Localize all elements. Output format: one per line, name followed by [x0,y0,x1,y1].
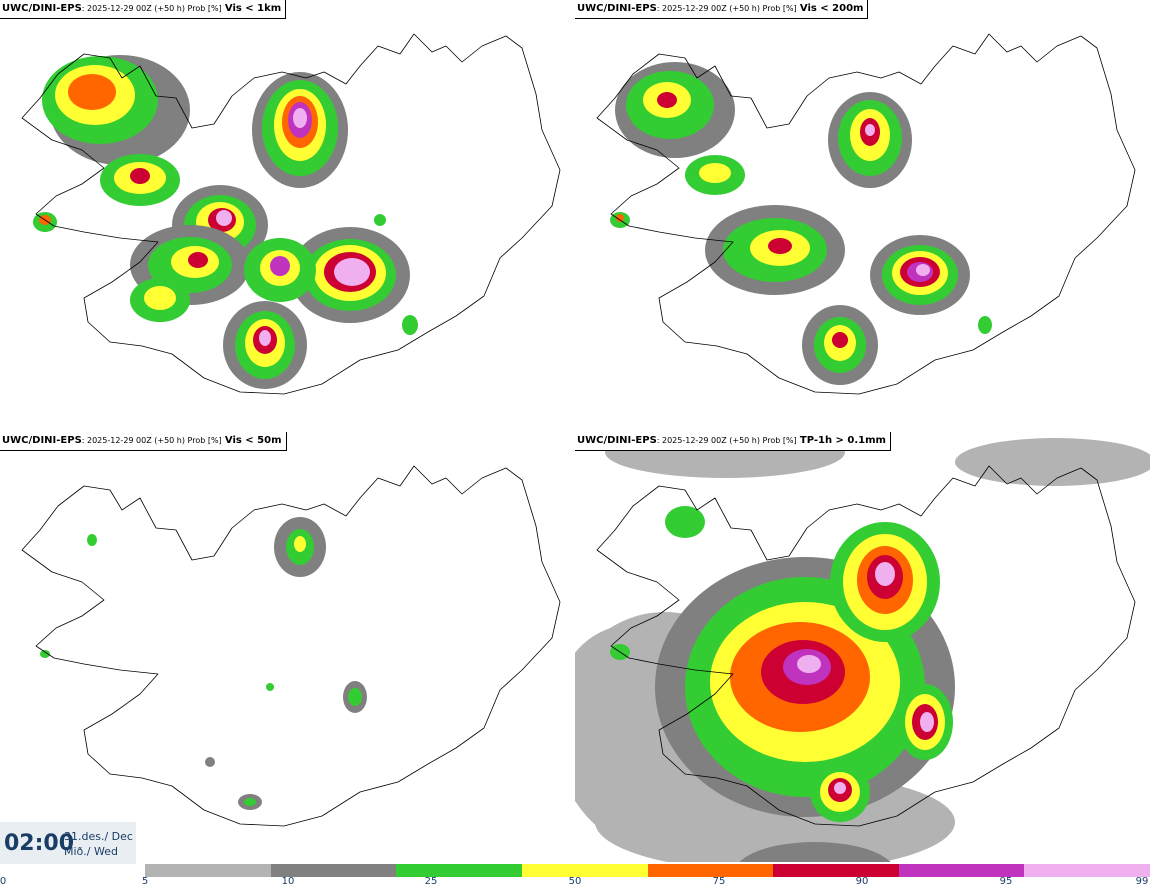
colorbar-segment-50-75 [521,864,648,877]
map-panel-precip: UWC/DINI-EPS: 2025-12-29 00Z (+50 h) Pro… [575,432,1150,862]
colorbar-segment-75-90 [647,864,774,877]
colorbar-segment-10-25 [270,864,397,877]
map-vis-1km [21,33,561,395]
probability-colorbar [145,864,1150,877]
colorbar-label: 90 [855,876,869,887]
probability-area [130,168,150,184]
variable-label: Vis < 1km [224,3,282,14]
probability-area [87,534,97,546]
probability-shading [575,432,1150,862]
panel-title: UWC/DINI-EPS: 2025-12-29 00Z (+50 h) Pro… [0,432,287,451]
probability-area [244,798,256,806]
variable-label: Vis < 200m [799,3,864,14]
probability-area [616,214,624,222]
valid-weekday: Mið./ Wed [64,845,118,858]
map-vis-200m [596,33,1136,395]
model-name: UWC/DINI-EPS [2,3,82,14]
probability-area [294,536,306,552]
probability-area [657,92,677,108]
probability-shading [33,55,418,389]
probability-area [920,712,934,732]
probability-area [739,842,891,862]
panel-title: UWC/DINI-EPS: 2025-12-29 00Z (+50 h) Pro… [575,0,869,19]
probability-area [188,252,208,268]
iceland-coastline [596,33,1136,395]
probability-area [374,214,386,226]
probability-area [270,256,290,276]
probability-shading [40,517,367,810]
colorbar-label: 5 [141,876,149,887]
map-vis-50m [21,465,561,827]
iceland-coastline [596,465,1136,827]
map-panel-vis-50m: UWC/DINI-EPS: 2025-12-29 00Z (+50 h) Pro… [0,432,575,862]
probability-area [402,315,418,335]
colorbar-label: 10 [281,876,295,887]
model-name: UWC/DINI-EPS [577,3,657,14]
probability-area [293,108,307,128]
probability-area [768,238,792,254]
probability-area [259,330,271,346]
valid-date: 31.des./ Dec [64,830,133,843]
probability-area [40,650,50,658]
probability-area [68,74,116,110]
colorbar-segment-99-100 [1024,864,1150,877]
probability-area [144,286,176,310]
probability-area [834,782,846,794]
probability-area [334,258,370,286]
valid-time-box: 02:00 31.des./ Dec Mið./ Wed [0,822,136,864]
colorbar-segment-90-95 [773,864,899,877]
probability-area [348,688,362,706]
colorbar-label: 99 [1135,876,1149,887]
probability-area [797,655,821,673]
probability-area [978,316,992,334]
run-info: : 2025-12-29 00Z (+50 h) Prob [%] [81,4,222,13]
colorbar-label: 25 [424,876,438,887]
valid-time: 02:00 [4,831,75,856]
colorbar-label: 50 [568,876,582,887]
colorbar-label: 75 [712,876,726,887]
variable-label: TP-1h > 0.1mm [799,435,886,446]
probability-area [865,124,875,136]
probability-shading [610,62,992,385]
map-precip [575,432,1150,862]
run-info: : 2025-12-29 00Z (+50 h) Prob [%] [81,436,222,445]
probability-area [916,264,930,276]
model-name: UWC/DINI-EPS [2,435,82,446]
iceland-coastline [21,33,561,395]
run-info: : 2025-12-29 00Z (+50 h) Prob [%] [656,4,797,13]
probability-area [699,163,731,183]
colorbar-label: 0 [0,876,7,887]
model-name: UWC/DINI-EPS [577,435,657,446]
probability-area [216,210,232,226]
probability-area [955,438,1150,486]
probability-area [665,506,705,538]
colorbar-segment-5-10 [145,864,271,877]
panel-title: UWC/DINI-EPS: 2025-12-29 00Z (+50 h) Pro… [575,432,891,451]
variable-label: Vis < 50m [224,435,282,446]
colorbar-label: 95 [999,876,1013,887]
iceland-coastline [21,465,561,827]
probability-area [205,757,215,767]
colorbar-segment-95-99 [898,864,1025,877]
map-panel-vis-1km: UWC/DINI-EPS: 2025-12-29 00Z (+50 h) Pro… [0,0,575,430]
probability-area [875,562,895,586]
map-panel-vis-200m: UWC/DINI-EPS: 2025-12-29 00Z (+50 h) Pro… [575,0,1150,430]
probability-area [832,332,848,348]
run-info: : 2025-12-29 00Z (+50 h) Prob [%] [656,436,797,445]
panel-title: UWC/DINI-EPS: 2025-12-29 00Z (+50 h) Pro… [0,0,287,19]
probability-area [266,683,274,691]
colorbar-segment-25-50 [396,864,522,877]
